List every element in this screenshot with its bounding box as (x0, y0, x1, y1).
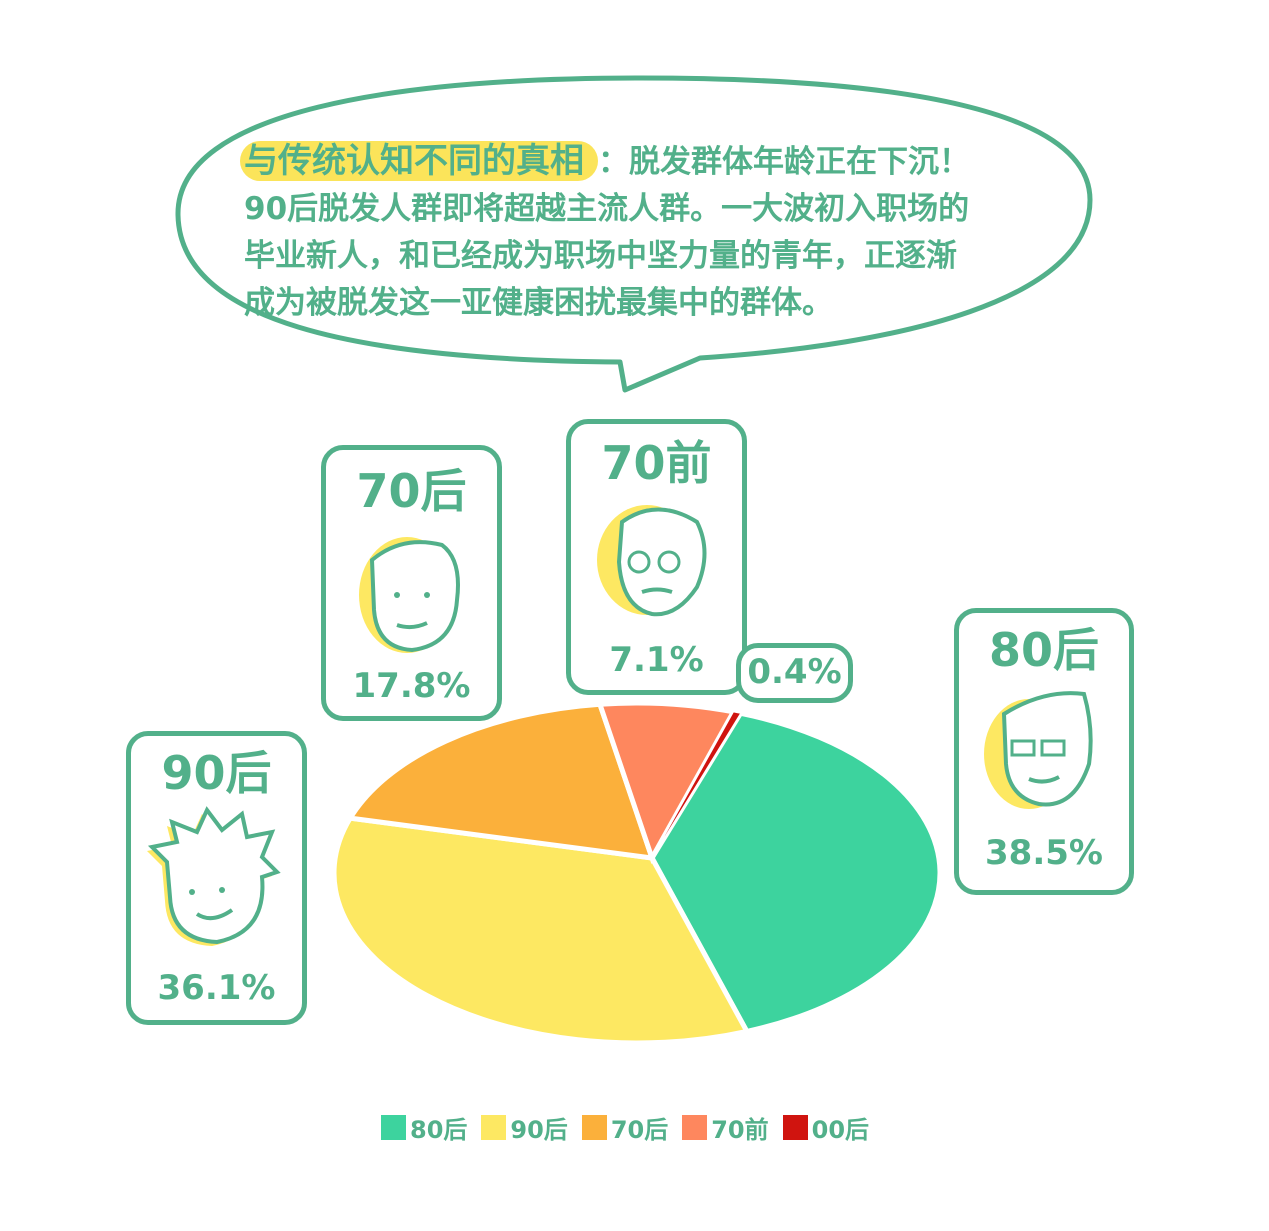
legend-item-pre-70s: 70前 (682, 1110, 769, 1145)
card-90s: 90后 36.1% (126, 731, 307, 1025)
card-percent: 0.4% (747, 652, 842, 692)
pie-slice-3 (596, 700, 738, 865)
card-title: 70前 (601, 436, 712, 490)
card-pre-70s: 70前 7.1% (566, 419, 747, 695)
face-90s-icon (146, 806, 281, 946)
legend-label: 80后 (410, 1116, 468, 1144)
face-80s-icon (984, 691, 1093, 809)
card-title: 90后 (161, 746, 272, 800)
bubble-line-3: 毕业新人，和已经成为职场中坚力量的青年，正逐渐 (244, 238, 957, 274)
legend-label: 70后 (610, 1116, 669, 1144)
pie-slice-0 (649, 710, 943, 1035)
bubble-text: 与传统认知不同的真相 ：脱发群体年龄正在下沉！ 90后脱发人群即将超越主流人群。一… (240, 138, 1064, 327)
face-pre-70s-icon (596, 505, 706, 617)
card-percent: 38.5% (985, 833, 1103, 873)
legend-item-70s: 70后 (581, 1110, 669, 1145)
legend-item-90s: 90后 (481, 1110, 568, 1145)
legend-swatch (381, 1115, 406, 1140)
card-title: 80后 (988, 623, 1099, 677)
legend-swatch (481, 1115, 507, 1140)
legend-swatch (581, 1115, 607, 1140)
pie-slice-4 (651, 711, 742, 859)
legend-item-80s: 80后 (381, 1110, 467, 1145)
card-70s: 70后 17.8% (321, 445, 502, 721)
legend-label: 00后 (811, 1116, 870, 1144)
card-percent: 7.1% (609, 640, 704, 680)
bubble-line-4: 成为被脱发这一亚健康困扰最集中的群体。 (244, 285, 833, 321)
card-percent: 36.1% (157, 968, 276, 1008)
card-80s: 80后 38.5% (954, 608, 1134, 895)
legend-swatch (782, 1115, 808, 1140)
legend: 80后 90后 70后 70前 00后 (381, 1110, 869, 1145)
card-title: 70后 (356, 464, 467, 518)
bubble-line-2: 90后脱发人群即将超越主流人群。一大波初入职场的 (244, 191, 970, 227)
card-00s: 0.4% (736, 643, 853, 703)
legend-label: 70前 (711, 1116, 769, 1144)
legend-item-00s: 00后 (782, 1110, 870, 1145)
legend-label: 90后 (510, 1116, 568, 1144)
pie-slice-1 (331, 815, 751, 1046)
highlight-text: 与传统认知不同的真相 (240, 141, 598, 181)
legend-swatch (682, 1115, 708, 1140)
face-70s-icon (358, 537, 460, 653)
pie-slice-2 (346, 701, 656, 862)
bubble-line-1: ：脱发群体年龄正在下沉！ (598, 144, 970, 180)
card-percent: 17.8% (352, 666, 471, 706)
